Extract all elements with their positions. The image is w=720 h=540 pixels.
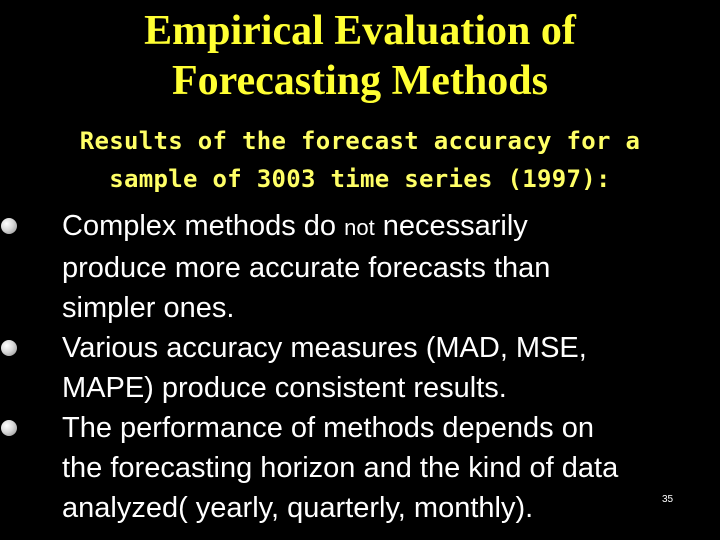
bullet-line: simpler ones. [62,292,235,324]
slide-subtitle: Results of the forecast accuracy for a s… [0,122,720,198]
bullet-item: Various accuracy measures (MAD, MSE, MAP… [0,328,720,408]
round-bullet-icon [1,340,17,356]
bullet-line: Complex methods do not necessarily [62,206,710,248]
slide-subtitle-line-2: sample of 3003 time series (1997): [109,165,611,193]
bullet-line: Various accuracy measures (MAD, MSE, [62,332,587,364]
round-bullet-icon [1,218,17,234]
bullet-text: Complex methods do [62,210,345,242]
bullet-item: Complex methods do not necessarily produ… [0,206,720,328]
slide-title: Empirical Evaluation of Forecasting Meth… [0,6,720,106]
bullet-text: necessarily [374,210,528,242]
bullet-line: the forecasting horizon and the kind of … [62,452,619,484]
round-bullet-icon [1,420,17,436]
bullet-emphasis-text: not [344,215,375,240]
slide-subtitle-line-1: Results of the forecast accuracy for a [79,127,641,155]
bullet-item: The performance of methods depends on th… [0,408,720,528]
bullet-list: Complex methods do not necessarily produ… [0,206,720,528]
bullet-line: produce more accurate forecasts than [62,252,551,284]
bullet-line: The performance of methods depends on [62,412,594,444]
bullet-line: MAPE) produce consistent results. [62,372,507,404]
slide-title-line-1: Empirical Evaluation of [144,8,576,54]
slide-title-line-2: Forecasting Methods [171,58,548,104]
slide-number: 35 [662,494,674,505]
bullet-line: analyzed( yearly, quarterly, monthly). [62,492,534,524]
